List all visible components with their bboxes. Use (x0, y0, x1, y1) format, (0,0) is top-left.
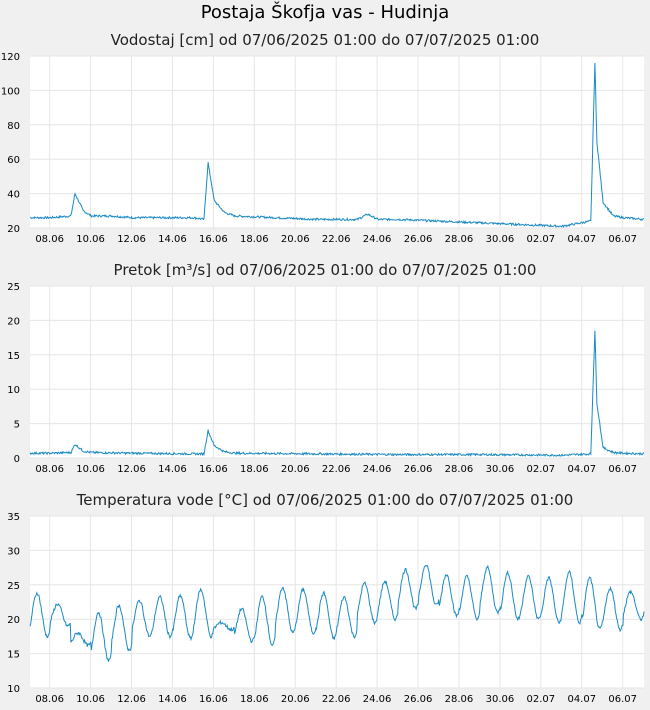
x-tick-label: 04.07 (567, 694, 596, 705)
x-tick-label: 12.06 (117, 464, 146, 475)
y-tick-label: 35 (7, 512, 20, 523)
y-tick-label: 0 (14, 454, 20, 465)
x-tick-label: 24.06 (363, 694, 392, 705)
y-tick-label: 20 (7, 224, 20, 235)
y-tick-label: 40 (7, 190, 20, 201)
x-tick-label: 10.06 (76, 464, 105, 475)
x-tick-label: 30.06 (486, 694, 515, 705)
page-title: Postaja Škofja vas - Hudinja (200, 2, 450, 23)
chart-title: Pretok [m³/s] od 07/06/2025 01:00 do 07/… (114, 261, 537, 279)
x-tick-label: 06.07 (608, 694, 637, 705)
plot-area (30, 286, 644, 458)
x-tick-label: 28.06 (445, 694, 474, 705)
y-tick-label: 20 (7, 316, 20, 327)
y-tick-label: 15 (7, 351, 20, 362)
x-tick-label: 26.06 (404, 234, 433, 245)
x-tick-label: 26.06 (404, 694, 433, 705)
water-level-chart: Vodostaj [cm] od 07/06/2025 01:00 do 07/… (1, 31, 645, 245)
x-tick-label: 30.06 (486, 234, 515, 245)
x-tick-label: 10.06 (76, 234, 105, 245)
x-tick-label: 20.06 (281, 694, 310, 705)
y-tick-label: 60 (7, 155, 20, 166)
y-tick-label: 20 (7, 615, 20, 626)
chart-title: Temperatura vode [°C] od 07/06/2025 01:0… (76, 491, 574, 509)
x-tick-label: 22.06 (322, 694, 351, 705)
y-tick-label: 25 (7, 282, 20, 293)
x-tick-label: 02.07 (527, 234, 556, 245)
plot-area (30, 56, 644, 228)
series-line (29, 564, 645, 662)
y-tick-label: 10 (7, 385, 20, 396)
x-tick-label: 24.06 (363, 234, 392, 245)
y-tick-label: 5 (14, 420, 20, 431)
x-tick-label: 28.06 (445, 464, 474, 475)
chart-title: Vodostaj [cm] od 07/06/2025 01:00 do 07/… (111, 31, 540, 49)
x-tick-label: 08.06 (35, 234, 64, 245)
y-tick-label: 80 (7, 121, 20, 132)
x-tick-label: 16.06 (199, 234, 228, 245)
x-tick-label: 18.06 (240, 464, 269, 475)
x-tick-label: 04.07 (567, 464, 596, 475)
x-tick-label: 28.06 (445, 234, 474, 245)
y-tick-label: 120 (1, 52, 20, 63)
y-tick-label: 100 (1, 86, 20, 97)
x-tick-label: 14.06 (158, 234, 187, 245)
x-tick-label: 08.06 (35, 464, 64, 475)
x-tick-label: 22.06 (322, 464, 351, 475)
x-tick-label: 14.06 (158, 464, 187, 475)
discharge-chart: Pretok [m³/s] od 07/06/2025 01:00 do 07/… (7, 261, 645, 475)
plot-area (30, 516, 644, 688)
x-tick-label: 16.06 (199, 694, 228, 705)
x-tick-label: 18.06 (240, 694, 269, 705)
x-tick-label: 30.06 (486, 464, 515, 475)
x-tick-label: 18.06 (240, 234, 269, 245)
x-tick-label: 02.07 (527, 464, 556, 475)
y-tick-label: 15 (7, 650, 20, 661)
x-tick-label: 08.06 (35, 694, 64, 705)
x-tick-label: 02.07 (527, 694, 556, 705)
x-tick-label: 04.07 (567, 234, 596, 245)
y-tick-label: 30 (7, 546, 20, 557)
x-tick-label: 14.06 (158, 694, 187, 705)
x-tick-label: 06.07 (608, 464, 637, 475)
x-tick-label: 16.06 (199, 464, 228, 475)
x-tick-label: 10.06 (76, 694, 105, 705)
series-line (29, 62, 645, 229)
water-temperature-chart: Temperatura vode [°C] od 07/06/2025 01:0… (7, 491, 645, 705)
y-tick-label: 10 (7, 684, 20, 695)
series-line (29, 330, 645, 458)
x-tick-label: 24.06 (363, 464, 392, 475)
x-tick-label: 12.06 (117, 694, 146, 705)
x-tick-label: 22.06 (322, 234, 351, 245)
x-tick-label: 20.06 (281, 464, 310, 475)
x-tick-label: 20.06 (281, 234, 310, 245)
y-tick-label: 25 (7, 581, 20, 592)
x-tick-label: 12.06 (117, 234, 146, 245)
x-tick-label: 06.07 (608, 234, 637, 245)
x-tick-label: 26.06 (404, 464, 433, 475)
